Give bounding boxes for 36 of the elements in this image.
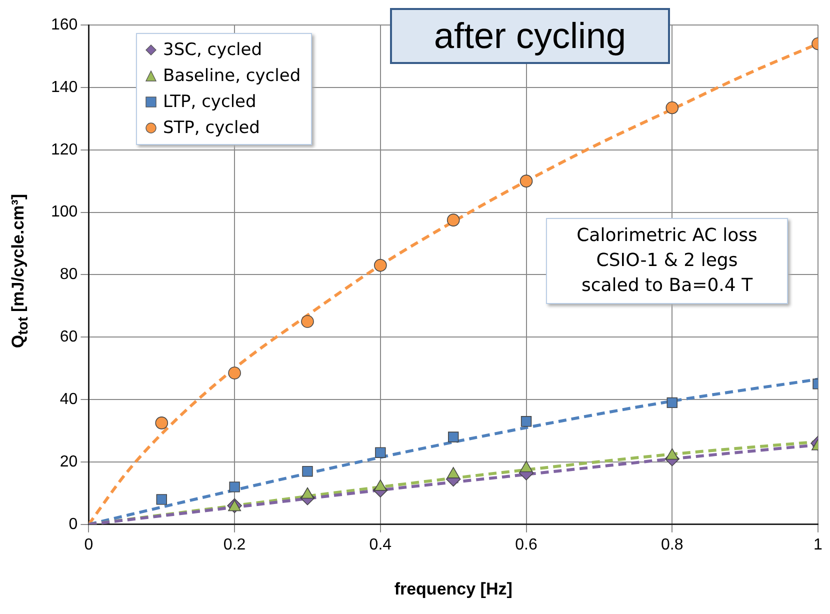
x-tick-label: 0.8 (661, 536, 684, 554)
y-tick-label: 20 (60, 453, 78, 470)
x-tick-label: 0.4 (369, 536, 392, 554)
point (374, 258, 387, 272)
x-tick-label: 0.6 (515, 536, 538, 554)
y-tick-label: 0 (68, 516, 78, 533)
point (448, 432, 459, 442)
y-tick-label: 80 (60, 266, 78, 284)
x-tick-label: 1 (814, 536, 823, 554)
point (229, 482, 240, 492)
title-box: after cycling (390, 8, 670, 64)
x-tick-label: 0.2 (223, 536, 246, 554)
point (446, 214, 460, 226)
point (156, 494, 167, 505)
point (302, 466, 313, 477)
point (155, 416, 168, 430)
y-tick-label: 160 (50, 16, 78, 34)
point (666, 101, 679, 114)
note-box: Calorimetric AC loss CSIO-1 & 2 legs scaled to Ba=0.4 T (546, 218, 788, 304)
point (666, 397, 678, 408)
point (228, 366, 241, 380)
y-tick-label: 40 (60, 390, 78, 408)
x-axis-title: frequency [Hz] (394, 579, 512, 598)
legend-label: Baseline, cycled (163, 66, 301, 86)
y-tick-label: 100 (50, 204, 78, 221)
y-tick-label: 140 (50, 78, 78, 96)
point (301, 315, 314, 328)
point (520, 416, 532, 427)
legend-label: STP, cycled (163, 118, 260, 138)
point (520, 174, 533, 188)
point (375, 447, 386, 458)
x-tick-label: 0 (84, 536, 94, 554)
legend-label: LTP, cycled (163, 92, 256, 112)
y-tick-label: 60 (60, 328, 78, 346)
legend-label: 3SC, cycled (163, 40, 262, 60)
y-tick-label: 120 (50, 141, 78, 158)
